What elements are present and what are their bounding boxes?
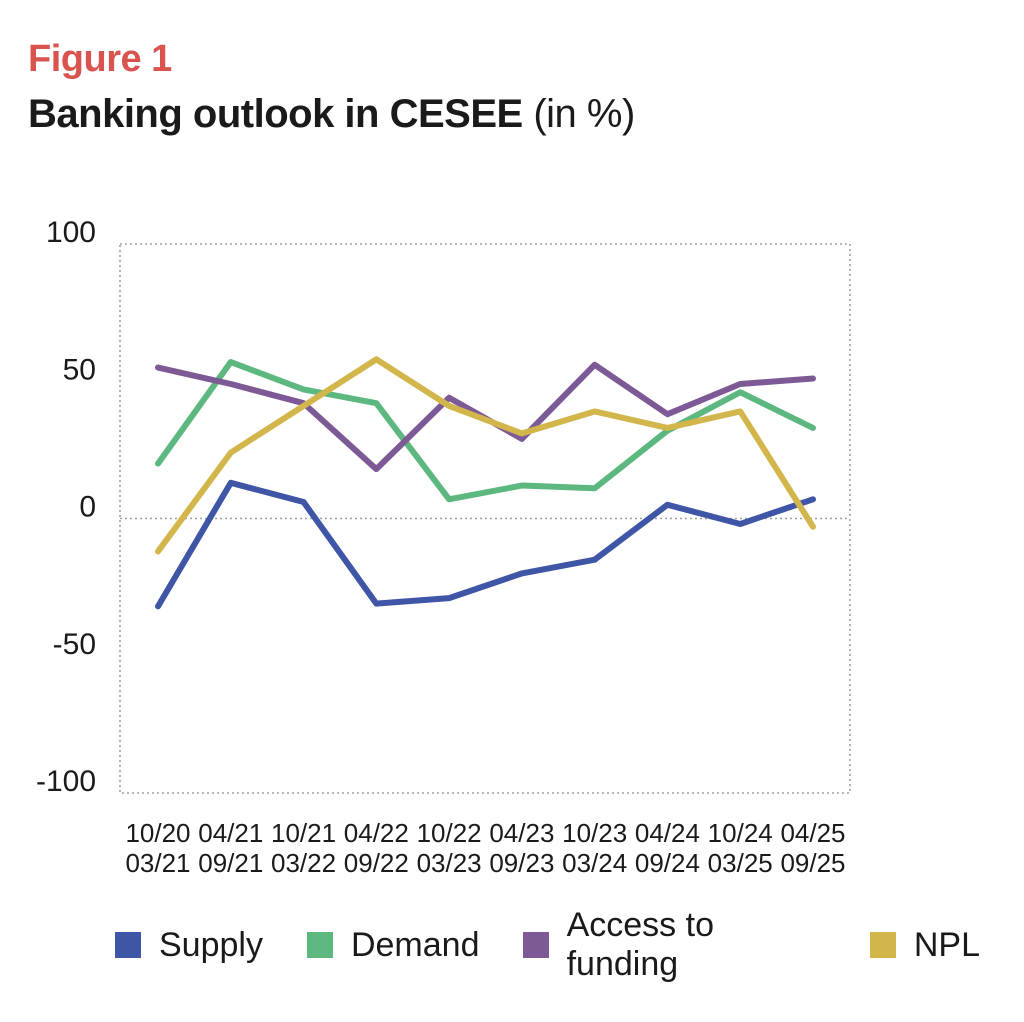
- x-tick-label: 10/23 03/24: [562, 818, 627, 878]
- y-tick-label: 100: [46, 216, 96, 249]
- legend-item-npl: NPL: [869, 925, 980, 965]
- figure-label: Figure 1: [28, 38, 172, 80]
- y-axis-ticks: 100 50 0 -50 -100: [36, 216, 96, 798]
- x-tick-label: 10/20 03/21: [125, 818, 190, 878]
- x-tick-label: 04/22 09/22: [344, 818, 409, 878]
- x-tick-label: 10/21 03/22: [271, 818, 336, 878]
- y-tick-label: -50: [53, 628, 96, 661]
- x-tick-label: 10/22 03/23: [417, 818, 482, 878]
- legend-swatch: [523, 932, 549, 958]
- legend: Supply Demand Access to funding NPL: [115, 906, 1024, 984]
- legend-label: Access to funding: [566, 906, 714, 983]
- chart-title: Banking outlook in CESEE (in %): [28, 92, 635, 137]
- plot-border: [119, 243, 851, 794]
- x-tick-label: 04/21 09/21: [198, 818, 263, 878]
- legend-swatch: [306, 932, 333, 958]
- x-tick-label: 04/24 09/24: [635, 818, 700, 878]
- series-line-supply: [155, 479, 816, 610]
- legend-item-access: Access to funding: [523, 906, 825, 984]
- y-tick-label: -100: [36, 765, 96, 798]
- legend-swatch: [869, 932, 896, 958]
- legend-item-supply: Supply: [115, 926, 263, 965]
- chart-title-unit: (in %): [522, 92, 635, 136]
- legend-label: NPL: [913, 925, 980, 964]
- x-tick-label: 04/25 09/25: [780, 818, 845, 878]
- legend-swatch: [115, 932, 141, 958]
- series-lines: [155, 356, 816, 610]
- y-tick-label: 50: [63, 353, 96, 386]
- legend-item-demand: Demand: [306, 925, 480, 965]
- series-line-demand: [155, 359, 816, 503]
- series-line-npl: [155, 356, 816, 555]
- chart-title-main: Banking outlook in CESEE: [28, 92, 523, 136]
- grid: [119, 243, 851, 794]
- legend-label: Demand: [350, 925, 480, 964]
- x-tick-label: 04/23 09/23: [489, 818, 554, 878]
- x-tick-label: 10/24 03/25: [708, 818, 773, 878]
- y-tick-label: 0: [79, 491, 96, 524]
- legend-label: Supply: [159, 925, 263, 964]
